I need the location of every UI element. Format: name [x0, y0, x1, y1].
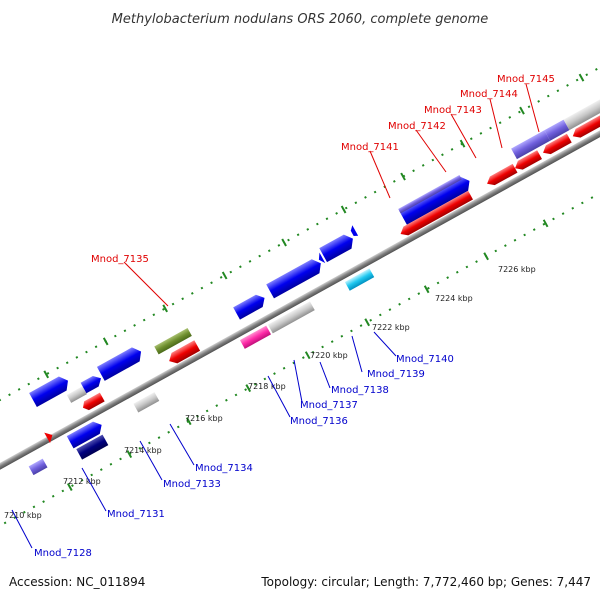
gene-arrow-blue [399, 176, 470, 225]
gene-arrow-purple [544, 119, 570, 141]
reverse-strand-genes [44, 111, 600, 444]
gene-arrow-blue [266, 259, 321, 299]
label-leaders [11, 83, 540, 549]
gene-arrow-red [44, 432, 53, 444]
gene-arrow-magenta [239, 325, 272, 349]
lower-gene-labels: Mnod_7128 Mnod_7131 Mnod_7133 Mnod_7134 … [34, 354, 454, 559]
map-title: Methylobacterium nodulans ORS 2060, comp… [112, 12, 489, 27]
gene-label: Mnod_7131 [107, 509, 165, 520]
genome-summary-text: Topology: circular; Length: 7,772,460 bp… [260, 575, 591, 589]
gene-arrow-grey [133, 392, 160, 413]
gc-major-ticks-lower [67, 219, 549, 492]
forward-strand-genes [29, 97, 600, 407]
gene-arrow-blue [80, 375, 102, 394]
gene-arrow-blue [319, 234, 353, 263]
gene-label: Mnod_7141 [341, 142, 399, 153]
gene-arrow-olive [154, 328, 192, 355]
gene-label: Mnod_7135 [91, 254, 149, 265]
gene-arrow-red [400, 190, 473, 236]
upper-gene-labels: Mnod_7135 Mnod_7141 Mnod_7142 Mnod_7143 … [91, 74, 555, 265]
gene-label: Mnod_7137 [300, 400, 358, 411]
gene-arrow-cyan [344, 268, 375, 291]
gene-arrow-red [169, 340, 201, 364]
gene-arrow-purple [511, 130, 551, 160]
accession-text: Accession: NC_011894 [9, 575, 145, 589]
gene-arrow-grey [66, 386, 87, 403]
genome-band [0, 54, 600, 541]
gene-arrow-grey [267, 301, 315, 334]
gene-arrow-purple [398, 175, 462, 214]
gene-arrow-red [83, 392, 105, 411]
gene-label: Mnod_7134 [195, 463, 253, 474]
gene-arrow-red [487, 163, 518, 186]
gene-label: Mnod_7145 [497, 74, 555, 85]
tick-label: 7212 kbp [63, 477, 101, 486]
gc-dots-upper [0, 54, 600, 445]
gene-arrow-red [515, 150, 542, 170]
gene-label: Mnod_7144 [460, 89, 518, 100]
gene-arrow-blue [318, 252, 326, 264]
gene-arrow-blue [96, 347, 142, 381]
gene-arrow-blue [350, 225, 359, 236]
gene-label: Mnod_7139 [367, 369, 425, 380]
gene-arrow-blue [66, 421, 102, 449]
genome-backbone [0, 93, 600, 507]
gene-label: Mnod_7138 [331, 385, 389, 396]
gene-label: Mnod_7142 [388, 121, 446, 132]
tick-label: 7224 kbp [435, 294, 473, 303]
gene-label: Mnod_7133 [163, 479, 221, 490]
tick-label: 7222 kbp [372, 323, 410, 332]
gene-arrow-blue [233, 294, 265, 320]
gene-label: Mnod_7143 [424, 105, 482, 116]
gene-arrow-red [572, 111, 600, 138]
gene-arrow-navy [76, 434, 109, 460]
tick-label: 7214 kbp [124, 446, 162, 455]
tick-label: 7210 kbp [4, 511, 42, 520]
gene-arrow-red [543, 133, 572, 155]
gene-label: Mnod_7128 [34, 548, 92, 559]
gc-major-ticks-upper [43, 73, 585, 379]
gene-arrow-blue [29, 376, 68, 407]
gc-dots-lower [0, 150, 600, 541]
tick-labels: 7210 kbp 7212 kbp 7214 kbp 7216 kbp 7218… [4, 265, 536, 520]
gene-arrow-purple [28, 458, 48, 476]
lower-track-genes [28, 268, 375, 476]
tick-label: 7218 kbp [248, 382, 286, 391]
gene-label: Mnod_7140 [396, 354, 454, 365]
gene-label: Mnod_7136 [290, 416, 348, 427]
tick-label: 7216 kbp [185, 414, 223, 423]
gene-arrow-grey [563, 97, 600, 131]
tick-label: 7220 kbp [310, 351, 348, 360]
tick-label: 7226 kbp [498, 265, 536, 274]
